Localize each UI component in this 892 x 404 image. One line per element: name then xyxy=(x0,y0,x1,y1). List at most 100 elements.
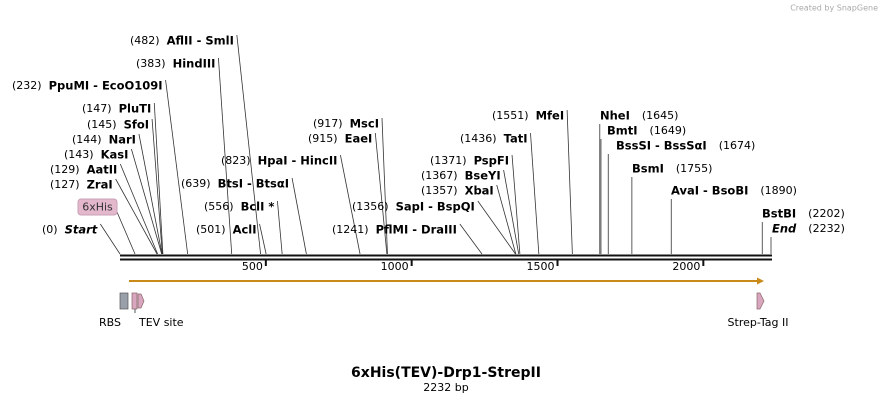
site-position: (915) xyxy=(308,132,338,145)
site-line xyxy=(477,200,516,255)
site-name: XbaI xyxy=(465,184,494,198)
site-line xyxy=(530,132,540,255)
ruler-label: 1500 xyxy=(527,260,555,273)
site-line xyxy=(151,118,163,255)
watermark: Created by SnapGene xyxy=(790,4,878,13)
site-position: (383) xyxy=(136,57,166,70)
site-position: (145) xyxy=(87,118,117,131)
site-name: MscI xyxy=(350,117,379,131)
tev-glyph xyxy=(137,293,145,309)
site-line xyxy=(566,109,573,255)
site-position: (482) xyxy=(130,34,160,47)
site-name: KasI xyxy=(101,148,129,162)
site-position: (501) xyxy=(196,223,226,236)
site-name: PflMI - DraIII xyxy=(376,223,457,237)
site-position: (917) xyxy=(313,117,343,130)
feature-arrowhead xyxy=(757,277,764,285)
site-line xyxy=(165,79,189,255)
site-line xyxy=(218,57,233,255)
site-name: AatII xyxy=(87,163,118,177)
site-line xyxy=(115,178,158,255)
site-position: (1356) xyxy=(352,200,389,213)
site-position: (127) xyxy=(50,178,80,191)
site-line xyxy=(259,223,267,255)
site-name: SapI - BspQI xyxy=(396,200,475,214)
site-name: BmtI xyxy=(607,124,638,138)
site-line xyxy=(496,184,517,255)
site-name: ZraI xyxy=(87,178,113,192)
site-position: (1357) xyxy=(421,184,458,197)
map-title: 6xHis(TEV)-Drp1-StrepII xyxy=(351,365,541,381)
site-name: BclI * xyxy=(241,200,275,214)
feature-tag xyxy=(77,198,118,216)
feature-pointer xyxy=(116,211,136,255)
site-name: BssSI - BssSαI xyxy=(616,139,707,153)
site-position: (1371) xyxy=(430,154,467,167)
feature-label: Strep-Tag II xyxy=(728,316,789,329)
site-position: (232) xyxy=(12,79,42,92)
ruler-label: 2000 xyxy=(672,260,700,273)
site-line xyxy=(340,154,361,255)
site-name: AvaI - BsoBI xyxy=(671,184,748,198)
site-position: (129) xyxy=(50,163,80,176)
site-name: BstBI xyxy=(762,207,796,221)
site-line xyxy=(153,102,164,255)
site-line xyxy=(138,133,163,255)
site-line xyxy=(374,132,388,255)
site-name: NarI xyxy=(109,133,136,147)
site-line xyxy=(277,200,283,255)
site-position: (1241) xyxy=(332,223,369,236)
feature-label: 6xHis xyxy=(82,201,113,214)
site-line xyxy=(381,117,388,255)
site-name: EaeI xyxy=(345,132,373,146)
site-name: HpaI - HincII xyxy=(258,154,338,168)
site-line xyxy=(119,163,158,255)
site-name: BtsI - BtsαI xyxy=(218,177,289,191)
site-name: BsmI xyxy=(632,162,664,176)
site-position: (556) xyxy=(204,200,234,213)
strep-glyph xyxy=(756,292,765,310)
site-position: (2232) xyxy=(808,222,845,235)
his-glyph xyxy=(131,292,138,310)
site-line xyxy=(236,34,261,255)
site-name: NheI xyxy=(600,109,630,123)
site-position: (1367) xyxy=(421,169,458,182)
site-name: BseYI xyxy=(465,169,501,183)
site-line xyxy=(503,169,520,255)
site-position: (143) xyxy=(64,148,94,161)
ruler-label: 500 xyxy=(242,260,263,273)
site-name: PpuMI - EcoO109I xyxy=(49,79,163,93)
site-position: (1436) xyxy=(460,132,497,145)
site-position: (147) xyxy=(82,102,112,115)
site-position: (0) xyxy=(42,223,58,236)
site-name: AclI xyxy=(233,223,257,237)
site-name: PluTI xyxy=(119,102,152,116)
site-line xyxy=(291,177,307,255)
site-line xyxy=(511,154,521,255)
site-name: TatI xyxy=(504,132,528,146)
site-position: (1551) xyxy=(492,109,529,122)
site-position: (823) xyxy=(221,154,251,167)
rbs-glyph xyxy=(119,292,129,310)
site-name: End xyxy=(772,222,797,236)
site-position: (639) xyxy=(181,177,211,190)
site-line xyxy=(131,148,163,255)
site-position: (1890) xyxy=(760,184,797,197)
map-length: 2232 bp xyxy=(423,381,468,394)
site-position: (1645) xyxy=(642,109,679,122)
ruler-label: 1000 xyxy=(381,260,409,273)
site-position: (1755) xyxy=(676,162,713,175)
site-position: (1649) xyxy=(650,124,687,137)
site-position: (2202) xyxy=(808,207,845,220)
site-name: HindIII xyxy=(173,57,216,71)
site-name: Start xyxy=(65,223,98,237)
site-name: SfoI xyxy=(124,118,149,132)
site-position: (144) xyxy=(72,133,102,146)
feature-label: RBS xyxy=(99,316,121,329)
site-line xyxy=(459,223,483,255)
feature-label: TEV site xyxy=(138,316,184,329)
site-name: MfeI xyxy=(536,109,565,123)
site-line xyxy=(99,223,121,255)
site-position: (1674) xyxy=(719,139,756,152)
